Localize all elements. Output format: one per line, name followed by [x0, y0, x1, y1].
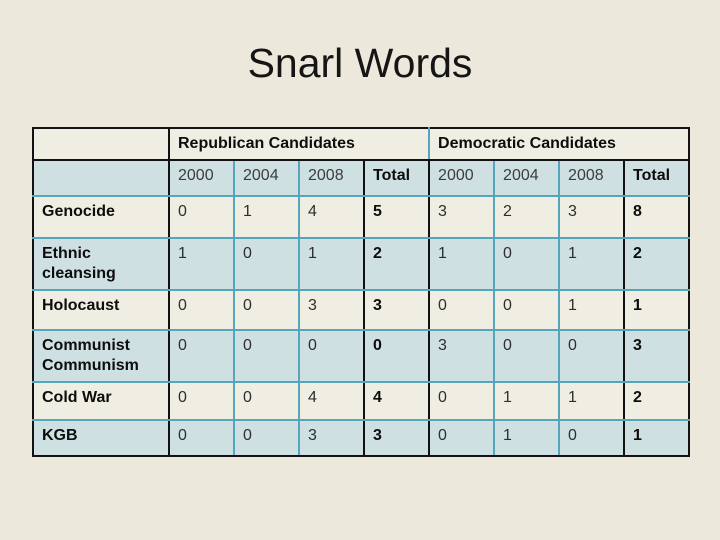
year-column-header: 2004: [493, 159, 561, 197]
value-cell: 1: [493, 419, 561, 457]
value-cell: 0: [233, 419, 300, 457]
value-cell: 0: [428, 419, 496, 457]
row-label: Holocaust: [32, 289, 170, 331]
value-cell: 2: [493, 195, 561, 239]
table-row: KGB 0 0 3 3 0 1 0 1: [32, 419, 691, 457]
group-header-democratic: Democratic Candidates: [428, 127, 691, 161]
value-cell: 0: [168, 419, 235, 457]
value-cell: 0: [233, 237, 300, 291]
total-cell: 3: [362, 419, 431, 457]
value-cell: 0: [428, 289, 496, 331]
table-row: Holocaust 0 0 3 3 0 0 1 1: [32, 289, 691, 331]
value-cell: 0: [168, 329, 235, 383]
value-cell: 0: [493, 237, 561, 291]
value-cell: 1: [558, 289, 626, 331]
value-cell: 0: [493, 289, 561, 331]
total-cell: 2: [362, 237, 431, 291]
year-header-row: 2000 2004 2008 Total 2000 2004 2008 Total: [32, 159, 691, 197]
total-cell: 2: [623, 381, 691, 421]
group-header-republican: Republican Candidates: [167, 127, 431, 161]
value-cell: 1: [233, 195, 300, 239]
value-cell: 0: [168, 381, 235, 421]
total-cell: 5: [362, 195, 431, 239]
row-label: Genocide: [32, 195, 170, 239]
value-cell: 3: [298, 289, 365, 331]
snarl-words-table: Republican Candidates Democratic Candida…: [32, 127, 691, 457]
value-cell: 1: [168, 237, 235, 291]
row-label: Ethnic cleansing: [32, 237, 170, 291]
value-cell: 0: [493, 329, 561, 383]
corner-cell: [32, 127, 170, 161]
year-column-header: 2000: [168, 159, 235, 197]
total-cell: 1: [623, 289, 691, 331]
total-cell: 0: [362, 329, 431, 383]
year-column-header: 2008: [298, 159, 365, 197]
value-cell: 3: [428, 329, 496, 383]
value-cell: 0: [558, 329, 626, 383]
value-cell: 4: [298, 195, 365, 239]
value-cell: 1: [558, 381, 626, 421]
table-row: Communist Communism 0 0 0 0 3 0 0 3: [32, 329, 691, 383]
total-cell: 3: [362, 289, 431, 331]
value-cell: 4: [298, 381, 365, 421]
table-row: Cold War 0 0 4 4 0 1 1 2: [32, 381, 691, 421]
year-column-header: 2004: [233, 159, 300, 197]
row-label: Cold War: [32, 381, 170, 421]
group-header-row: Republican Candidates Democratic Candida…: [32, 127, 691, 161]
value-cell: 1: [493, 381, 561, 421]
row-label: KGB: [32, 419, 170, 457]
value-cell: 3: [558, 195, 626, 239]
total-cell: 3: [623, 329, 691, 383]
value-cell: 3: [298, 419, 365, 457]
total-cell: 4: [362, 381, 431, 421]
value-cell: 1: [298, 237, 365, 291]
total-cell: 1: [623, 419, 691, 457]
value-cell: 0: [233, 329, 300, 383]
year-column-header: 2008: [558, 159, 626, 197]
value-cell: 0: [558, 419, 626, 457]
value-cell: 1: [428, 237, 496, 291]
table-row: Genocide 0 1 4 5 3 2 3 8: [32, 195, 691, 239]
value-cell: 0: [168, 195, 235, 239]
corner-cell-2: [32, 159, 170, 197]
value-cell: 1: [558, 237, 626, 291]
year-column-header: 2000: [428, 159, 496, 197]
total-column-header: Total: [623, 159, 691, 197]
value-cell: 0: [233, 289, 300, 331]
table-row: Ethnic cleansing 1 0 1 2 1 0 1 2: [32, 237, 691, 291]
slide-title: Snarl Words: [247, 40, 473, 86]
value-cell: 3: [428, 195, 496, 239]
value-cell: 0: [428, 381, 496, 421]
value-cell: 0: [233, 381, 300, 421]
total-column-header: Total: [362, 159, 431, 197]
value-cell: 0: [168, 289, 235, 331]
value-cell: 0: [298, 329, 365, 383]
row-label: Communist Communism: [32, 329, 170, 383]
total-cell: 2: [623, 237, 691, 291]
total-cell: 8: [623, 195, 691, 239]
